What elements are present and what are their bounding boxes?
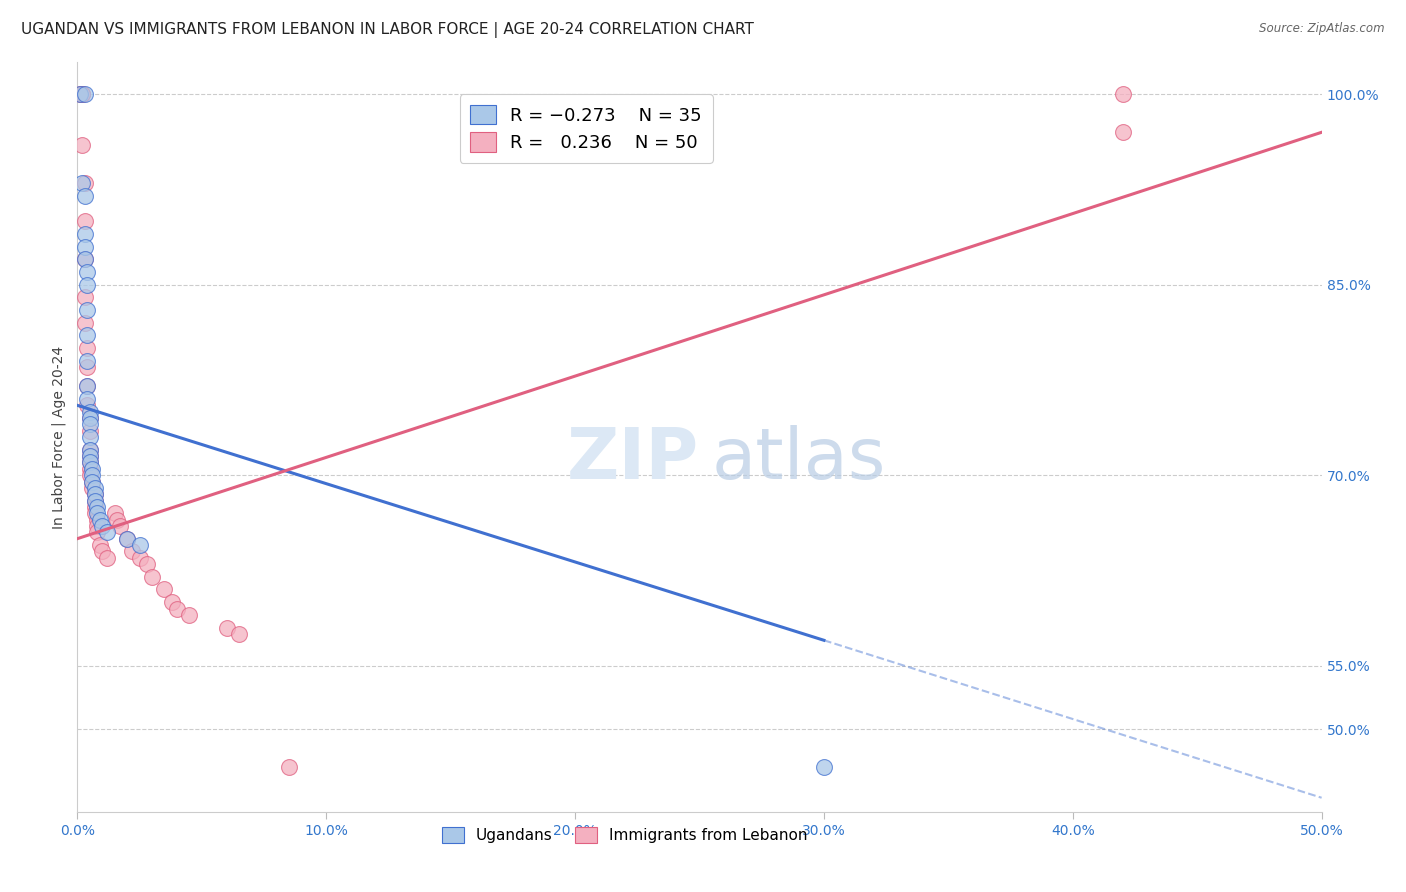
Point <box>79 442 101 457</box>
Point <box>105 513 128 527</box>
Point <box>79 462 101 476</box>
Point <box>89 538 111 552</box>
Point <box>73 188 96 202</box>
Point <box>73 176 96 190</box>
Point <box>86 519 108 533</box>
Point <box>76 398 98 412</box>
Point <box>83 487 105 501</box>
Point <box>76 328 98 343</box>
Point <box>76 277 98 292</box>
Point <box>128 538 150 552</box>
Point <box>82 475 104 489</box>
Point <box>79 468 101 483</box>
Point <box>86 513 108 527</box>
Point <box>166 601 188 615</box>
Point <box>83 500 105 514</box>
Point <box>228 627 250 641</box>
Point <box>73 252 96 267</box>
Point <box>76 392 98 406</box>
Point <box>79 405 101 419</box>
Point <box>73 214 96 228</box>
Point <box>79 455 101 469</box>
Point <box>89 513 111 527</box>
Text: Source: ZipAtlas.com: Source: ZipAtlas.com <box>1260 22 1385 36</box>
Point <box>79 411 101 425</box>
Point <box>72 138 94 153</box>
Point <box>83 506 105 520</box>
Point <box>115 532 138 546</box>
Point <box>813 760 835 774</box>
Point <box>76 379 98 393</box>
Point <box>72 176 94 190</box>
Point <box>1111 125 1133 139</box>
Point <box>69 87 91 102</box>
Point <box>79 449 101 463</box>
Point <box>73 239 96 253</box>
Point <box>73 316 96 330</box>
Point <box>76 379 98 393</box>
Point <box>108 519 131 533</box>
Point <box>121 544 143 558</box>
Point <box>141 570 163 584</box>
Point <box>82 481 104 495</box>
Point <box>83 493 105 508</box>
Point <box>82 462 104 476</box>
Y-axis label: In Labor Force | Age 20-24: In Labor Force | Age 20-24 <box>52 345 66 529</box>
Point <box>215 621 238 635</box>
Point <box>76 265 98 279</box>
Point <box>73 227 96 241</box>
Point <box>1111 87 1133 102</box>
Point <box>79 417 101 432</box>
Point <box>79 424 101 438</box>
Point <box>72 87 94 102</box>
Point <box>73 252 96 267</box>
Point <box>72 87 94 102</box>
Point <box>73 87 96 102</box>
Point <box>153 582 176 597</box>
Point <box>79 411 101 425</box>
Point <box>104 506 127 520</box>
Point <box>128 550 150 565</box>
Text: UGANDAN VS IMMIGRANTS FROM LEBANON IN LABOR FORCE | AGE 20-24 CORRELATION CHART: UGANDAN VS IMMIGRANTS FROM LEBANON IN LA… <box>21 22 754 38</box>
Point <box>160 595 183 609</box>
Point <box>73 290 96 304</box>
Point <box>76 354 98 368</box>
Point <box>277 760 299 774</box>
Point <box>86 500 108 514</box>
Point <box>76 341 98 355</box>
Point <box>86 506 108 520</box>
Point <box>115 532 138 546</box>
Point <box>136 557 159 571</box>
Point <box>79 442 101 457</box>
Text: ZIP: ZIP <box>567 425 700 494</box>
Point <box>76 303 98 318</box>
Point <box>72 87 94 102</box>
Point <box>69 87 91 102</box>
Legend: Ugandans, Immigrants from Lebanon: Ugandans, Immigrants from Lebanon <box>436 821 814 849</box>
Point <box>82 468 104 483</box>
Point <box>83 481 105 495</box>
Point <box>91 519 114 533</box>
Point <box>179 607 201 622</box>
Point <box>83 487 105 501</box>
Point <box>96 550 118 565</box>
Point <box>91 544 114 558</box>
Point <box>86 525 108 540</box>
Point <box>96 525 118 540</box>
Point <box>79 430 101 444</box>
Point <box>79 449 101 463</box>
Point <box>76 360 98 375</box>
Text: atlas: atlas <box>711 425 886 494</box>
Point <box>82 475 104 489</box>
Point <box>83 493 105 508</box>
Point <box>79 455 101 469</box>
